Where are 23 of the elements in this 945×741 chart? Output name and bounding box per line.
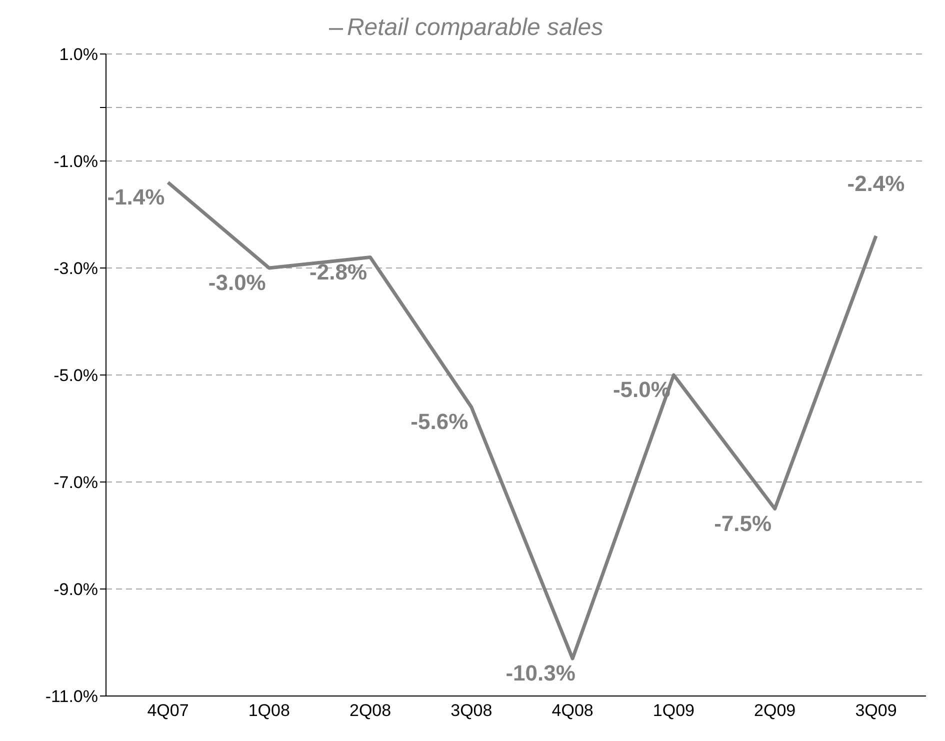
data-label: -7.5% (714, 510, 772, 536)
data-label: -1.4% (107, 184, 165, 210)
y-tick-label: 1.0% (59, 45, 98, 64)
y-tick-label: -11.0% (45, 687, 98, 706)
y-tick-label: -1.0% (54, 152, 98, 172)
x-tick-label: 3Q09 (855, 701, 897, 720)
data-label: -2.8% (310, 259, 368, 284)
y-tick-label: -9.0% (54, 580, 98, 600)
x-tick-label: 1Q09 (652, 701, 695, 720)
y-tick-label: -3.0% (54, 259, 98, 278)
data-label: -10.3% (506, 660, 576, 686)
x-tick-label: 2Q09 (754, 701, 796, 720)
legend-label: Retail comparable sales (346, 14, 604, 41)
data-label: -2.4% (847, 170, 905, 196)
x-tick-label: 4Q08 (552, 701, 594, 720)
x-tick-label: 3Q08 (450, 701, 492, 720)
data-label: -3.0% (208, 270, 266, 295)
x-tick-label: 2Q08 (349, 701, 392, 720)
y-tick-label: -7.0% (54, 473, 98, 492)
x-tick-label: 1Q08 (248, 701, 290, 720)
y-tick-label: -5.0% (54, 366, 98, 386)
data-label: -5.6% (410, 409, 468, 434)
x-tick-label: 4Q07 (147, 701, 189, 720)
